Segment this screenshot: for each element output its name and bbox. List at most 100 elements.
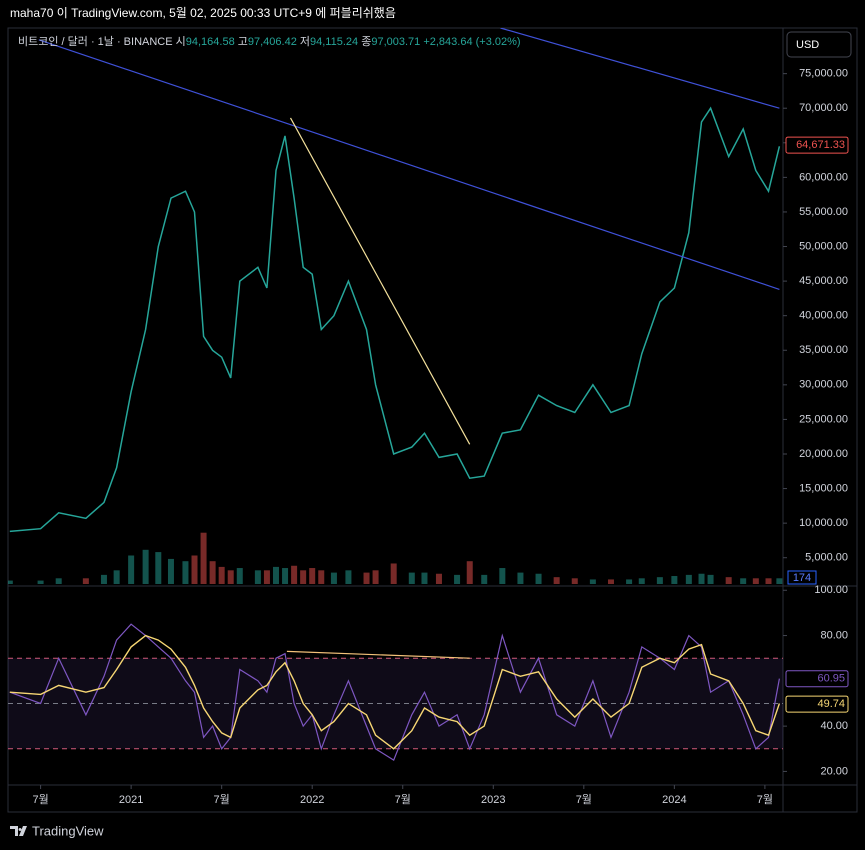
x-tick-label: 7월 xyxy=(395,793,411,806)
currency-label: USD xyxy=(796,39,819,51)
y-tick-label: 10,000.00 xyxy=(799,517,848,529)
legend-ohlc-value: 94,164.58 xyxy=(186,36,235,48)
volume-bar xyxy=(607,579,614,584)
y-tick-label: 20,000.00 xyxy=(799,448,848,460)
tradingview-logo xyxy=(10,826,27,836)
volume-bar xyxy=(626,579,633,584)
volume-bar xyxy=(55,578,62,584)
volume-bar xyxy=(481,574,488,584)
x-tick-label: 2024 xyxy=(662,794,686,806)
volume-bar xyxy=(671,576,678,584)
volume-bar xyxy=(345,570,352,584)
volume-bar xyxy=(499,568,506,584)
volume-bar xyxy=(408,572,415,584)
legend-ohlc-label: 저 xyxy=(300,35,310,48)
volume-bar xyxy=(318,570,325,584)
y-tick-label: 35,000.00 xyxy=(799,344,848,356)
legend-ohlc-value: 97,406.42 xyxy=(248,36,297,48)
volume-bar xyxy=(291,565,298,584)
y-tick-label: 25,000.00 xyxy=(799,413,848,425)
volume-bar xyxy=(656,577,663,584)
x-tick-label: 2022 xyxy=(300,794,324,806)
y-tick-label: 40,000.00 xyxy=(799,310,848,322)
volume-bar xyxy=(182,561,189,584)
volume-label-box xyxy=(787,570,817,585)
volume-bar xyxy=(698,573,705,584)
volume-bar xyxy=(765,578,772,584)
y-tick-label: 75,000.00 xyxy=(799,68,848,80)
volume-bar xyxy=(128,555,135,584)
volume-bar xyxy=(82,578,89,584)
rsi-pane xyxy=(8,623,783,761)
volume-label: 174 xyxy=(793,572,811,584)
x-tick-label: 7월 xyxy=(214,793,230,806)
y-tick-label: 80.00 xyxy=(820,629,848,641)
y-tick-label: 40.00 xyxy=(820,720,848,732)
y-tick-label: 30,000.00 xyxy=(799,379,848,391)
y-tick-label: 45,000.00 xyxy=(799,275,848,287)
volume-bar xyxy=(776,578,783,584)
volume-bar xyxy=(218,566,225,584)
volume-bar xyxy=(390,563,397,584)
x-tick-label: 7월 xyxy=(32,793,48,806)
volume-bar xyxy=(685,574,692,584)
last-value-label: 64,671.33 xyxy=(796,139,845,151)
volume-bar xyxy=(282,568,289,584)
currency-button[interactable] xyxy=(786,31,852,58)
volume-bar xyxy=(571,578,578,584)
trend-line xyxy=(38,39,780,290)
y-tick-label: 5,000.00 xyxy=(805,552,848,564)
x-tick-label: 7월 xyxy=(757,793,773,806)
legend-ohlc-value: 97,003.71 xyxy=(371,36,420,48)
volume-bar xyxy=(553,577,560,584)
volume-bar xyxy=(707,574,714,584)
y-tick-label: 60,000.00 xyxy=(799,171,848,183)
last-value-label: 49.74 xyxy=(817,698,845,710)
volume-bar xyxy=(209,561,216,584)
volume-bar xyxy=(740,578,747,584)
volume-bar xyxy=(372,570,379,584)
volume-bar xyxy=(435,573,442,584)
legend-ohlc-label: 시 xyxy=(176,36,186,48)
volume-bar xyxy=(300,570,307,584)
volume-bar xyxy=(725,577,732,584)
volume-bar xyxy=(100,574,107,584)
volume-bar xyxy=(363,572,370,584)
volume-bar xyxy=(155,552,162,584)
volume-bar xyxy=(466,561,473,584)
volume-bar xyxy=(638,578,645,584)
y-tick-label: 15,000.00 xyxy=(799,482,848,494)
volume-bar xyxy=(8,580,13,584)
x-tick-label: 2023 xyxy=(481,794,505,806)
last-value-box xyxy=(785,695,849,713)
publish-header: maha70 이 TradingView.com, 5월 02, 2025 00… xyxy=(10,6,396,20)
last-value-box xyxy=(785,136,849,154)
trend-line xyxy=(500,28,780,109)
volume-bar xyxy=(200,532,207,584)
volume-bar xyxy=(113,570,120,584)
volume-bar xyxy=(454,574,461,584)
y-tick-label: 100.00 xyxy=(814,584,848,596)
volume-bar xyxy=(191,555,198,584)
volume-bar xyxy=(227,570,234,584)
x-tick-label: 7월 xyxy=(576,793,592,806)
volume-bar xyxy=(167,558,174,584)
volume-bar xyxy=(517,572,524,584)
volume-bar xyxy=(142,549,149,584)
legend-ohlc-label: 종 xyxy=(361,36,371,48)
volume-bar xyxy=(421,572,428,584)
legend-ohlc-value: 94,115.24 xyxy=(310,36,358,48)
trend-line xyxy=(289,117,471,445)
volume-bar xyxy=(254,570,261,584)
volume-bar xyxy=(236,568,243,584)
volume-bar xyxy=(752,578,759,584)
last-value-box xyxy=(785,670,849,688)
footer-brand: TradingView xyxy=(32,823,104,838)
x-tick-label: 2021 xyxy=(119,794,143,806)
y-tick-label: 20.00 xyxy=(820,765,848,777)
volume-bar xyxy=(309,568,316,584)
price-pane xyxy=(8,28,783,584)
legend: 비트코인 / 달러 · 1날 · BINANCE 시94,164.58 고97,… xyxy=(18,35,521,48)
price-line xyxy=(9,106,781,533)
